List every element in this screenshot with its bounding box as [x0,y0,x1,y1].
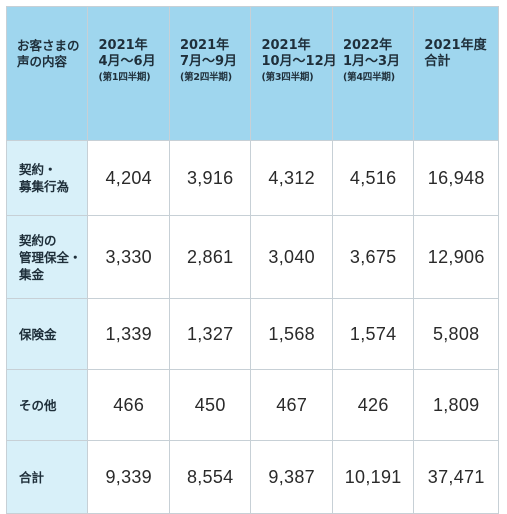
row-label-line: 保険金 [19,326,57,342]
complaints-table: お客さまの 声の内容 2021年 4月～6月 (第1四半期) 2021年 7月～… [5,6,499,514]
corner-header-line-1: お客さまの [17,38,80,53]
table-cell: 3,675 [331,215,415,299]
table-cell: 3,916 [168,140,252,216]
header-row: お客さまの 声の内容 2021年 4月～6月 (第1四半期) 2021年 7月～… [5,6,499,141]
column-header-q2: 2021年 7月～9月 (第2四半期) [168,6,252,141]
column-header-year: 2021年度 [424,38,487,53]
column-header-quarter: (第1四半期) [98,72,151,83]
table-row-total: 合計 9,339 8,554 9,387 10,191 37,471 [5,440,499,514]
table-cell: 3,330 [87,215,170,299]
column-header-months: 4月～6月 [98,54,156,69]
table-row: 契約・ 募集行為 4,204 3,916 4,312 4,516 16,948 [5,140,499,216]
table-cell: 2,861 [168,215,252,299]
table-cell: 3,040 [250,215,333,299]
table-cell: 9,387 [250,440,333,514]
column-header-q1: 2021年 4月～6月 (第1四半期) [87,6,170,141]
table-cell: 4,312 [250,140,333,216]
column-header-quarter: (第2四半期) [179,72,232,83]
row-label-line: 募集行為 [19,179,70,194]
column-header-year: 2021年 [261,38,311,53]
table-row: 契約の 管理保全・ 集金 3,330 2,861 3,040 3,675 12,… [5,215,499,299]
row-label-line: 管理保全・ [19,249,82,265]
row-label-other: その他 [5,369,89,441]
table-cell-total: 5,808 [413,298,499,370]
row-label-line: 契約の [19,232,57,248]
column-header-quarter: (第4四半期) [342,72,395,83]
table-cell: 466 [87,369,170,441]
table-row: 保険金 1,339 1,327 1,568 1,574 5,808 [5,298,499,370]
column-header-total: 合計 [424,54,451,69]
column-header-year: 2021年 [98,38,148,53]
table-cell-total: 1,809 [413,369,499,441]
column-header-months: 1月～3月 [342,54,401,69]
corner-header: お客さまの 声の内容 [5,6,89,141]
row-label-contract-solicitation: 契約・ 募集行為 [5,140,89,216]
table-cell: 4,516 [331,140,415,216]
table-cell: 426 [331,369,415,441]
column-header-months: 10月～12月 [261,54,337,69]
column-header-fy-total: 2021年度 合計 [413,6,499,141]
row-label-contract-management: 契約の 管理保全・ 集金 [5,215,89,299]
column-header-q4: 2022年 1月～3月 (第4四半期) [331,6,415,141]
row-label-insurance-claims: 保険金 [5,298,89,370]
row-label-line: 合計 [19,469,45,485]
table-cell: 4,204 [87,140,170,216]
table-cell: 1,339 [87,298,170,370]
table-cell: 1,327 [168,298,252,370]
column-header-year: 2022年 [342,38,393,53]
corner-header-line-2: 声の内容 [17,54,68,69]
table-cell: 8,554 [168,440,252,514]
column-header-months: 7月～9月 [179,54,238,69]
table-cell-total: 16,948 [413,140,499,216]
row-label-line: 契約・ [19,162,57,177]
column-header-q3: 2021年 10月～12月 (第3四半期) [250,6,337,141]
table-cell: 450 [168,369,252,441]
row-label-total: 合計 [5,440,89,514]
column-header-quarter: (第3四半期) [261,72,314,83]
table-row: その他 466 450 467 426 1,809 [5,369,499,441]
table-cell-total: 37,471 [413,440,499,514]
table-cell-total: 12,906 [413,215,499,299]
row-label-line: その他 [19,397,57,413]
column-header-year: 2021年 [179,38,230,53]
row-label-line: 集金 [19,266,45,282]
table-cell: 10,191 [331,440,415,514]
table-cell: 9,339 [87,440,170,514]
table-cell: 467 [250,369,333,441]
table-cell: 1,574 [331,298,415,370]
table-cell: 1,568 [250,298,333,370]
